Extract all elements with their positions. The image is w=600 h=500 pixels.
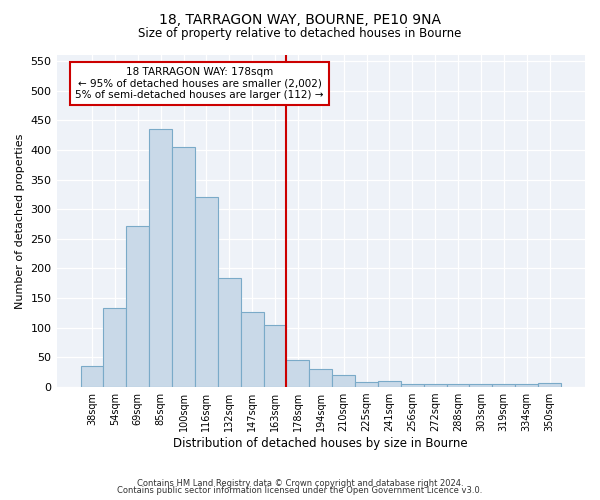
Bar (378, 381, 401, 387)
Bar (263, 325, 286, 387)
Bar (515, 384, 538, 387)
Bar (127, 226, 149, 387)
Bar (149, 129, 172, 387)
Bar (446, 384, 469, 387)
Text: Size of property relative to detached houses in Bourne: Size of property relative to detached ho… (139, 28, 461, 40)
Text: Contains public sector information licensed under the Open Government Licence v3: Contains public sector information licen… (118, 486, 482, 495)
Bar (332, 375, 355, 387)
Bar (401, 384, 424, 387)
Bar (80, 366, 103, 387)
Bar (355, 382, 378, 387)
Bar (493, 384, 515, 387)
Bar (241, 312, 263, 387)
Bar (286, 360, 310, 387)
Bar (469, 384, 493, 387)
Text: 18 TARRAGON WAY: 178sqm
← 95% of detached houses are smaller (2,002)
5% of semi-: 18 TARRAGON WAY: 178sqm ← 95% of detache… (75, 67, 324, 100)
X-axis label: Distribution of detached houses by size in Bourne: Distribution of detached houses by size … (173, 437, 468, 450)
Bar (424, 384, 446, 387)
Bar (310, 370, 332, 387)
Text: 18, TARRAGON WAY, BOURNE, PE10 9NA: 18, TARRAGON WAY, BOURNE, PE10 9NA (159, 12, 441, 26)
Bar (172, 147, 195, 387)
Text: Contains HM Land Registry data © Crown copyright and database right 2024.: Contains HM Land Registry data © Crown c… (137, 478, 463, 488)
Bar (218, 278, 241, 387)
Y-axis label: Number of detached properties: Number of detached properties (15, 134, 25, 308)
Bar (103, 308, 127, 387)
Bar (195, 198, 218, 387)
Bar (538, 383, 561, 387)
